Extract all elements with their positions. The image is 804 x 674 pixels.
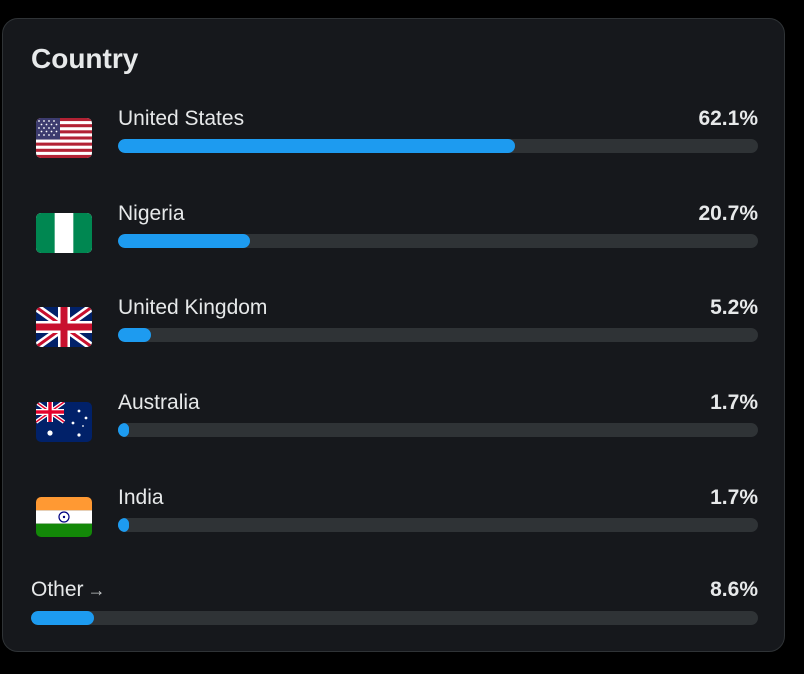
country-row-nigeria[interactable]: Nigeria 20.7%: [3, 202, 786, 272]
country-percent: 5.2%: [710, 296, 758, 319]
progress-track: [118, 518, 758, 532]
country-name: India: [118, 486, 164, 509]
progress-fill: [118, 518, 129, 532]
country-percent: 20.7%: [698, 202, 758, 225]
us-flag-icon: [36, 118, 92, 158]
progress-track: [118, 234, 758, 248]
nigeria-flag-icon: [36, 213, 92, 253]
country-name: United States: [118, 107, 245, 130]
other-percent: 8.6%: [710, 578, 758, 601]
country-name: Australia: [118, 391, 200, 414]
country-percent: 1.7%: [710, 486, 758, 509]
progress-track: [118, 423, 758, 437]
progress-fill: [118, 328, 152, 342]
progress-track: [118, 328, 758, 342]
progress-track: [31, 611, 758, 625]
progress-track: [118, 139, 758, 153]
australia-flag-icon: [36, 402, 92, 442]
country-row-united-states[interactable]: United States 62.1%: [3, 107, 786, 177]
india-flag-icon: [36, 497, 92, 537]
progress-fill: [31, 611, 94, 625]
progress-fill: [118, 234, 251, 248]
country-row-india[interactable]: India 1.7%: [3, 486, 786, 556]
other-link[interactable]: Other →: [31, 578, 106, 602]
country-percent: 1.7%: [710, 391, 758, 414]
country-name: Nigeria: [118, 202, 185, 225]
card-title: Country: [31, 43, 139, 74]
progress-fill: [118, 423, 129, 437]
country-card: Country: [2, 18, 785, 652]
country-percent: 62.1%: [698, 107, 758, 130]
progress-fill: [118, 139, 516, 153]
country-row-other[interactable]: Other → 8.6%: [3, 578, 786, 638]
uk-flag-icon: [36, 307, 92, 347]
other-label: Other: [31, 578, 84, 601]
country-name: United Kingdom: [118, 296, 268, 319]
arrow-right-icon: →: [87, 580, 106, 600]
country-row-united-kingdom[interactable]: United Kingdom 5.2%: [3, 296, 786, 366]
country-row-australia[interactable]: Australia 1.7%: [3, 391, 786, 461]
